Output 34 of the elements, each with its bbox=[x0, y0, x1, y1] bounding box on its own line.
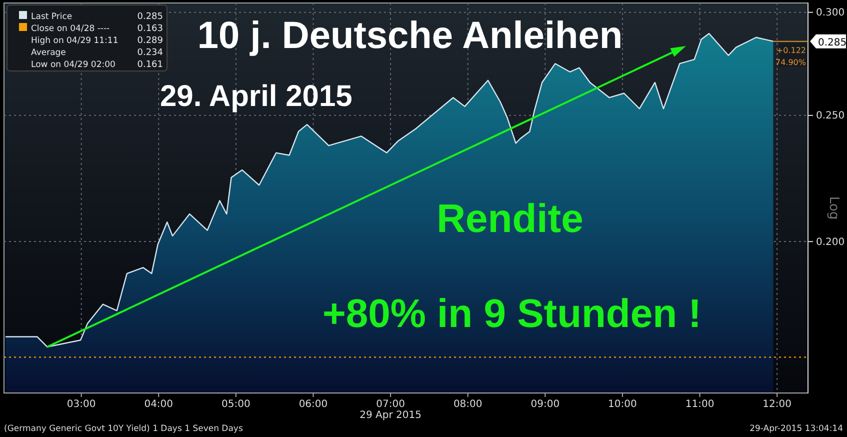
x-axis-title: 29 Apr 2015 bbox=[360, 410, 422, 421]
annotation: Average bbox=[31, 48, 66, 58]
y-tick-label: 0.200 bbox=[816, 236, 845, 248]
y-tick-label: 0.300 bbox=[816, 8, 845, 19]
annotation: 0.289 bbox=[137, 36, 164, 46]
x-tick-label: 10:00 bbox=[608, 399, 637, 410]
chart-title: 10 j. Deutsche Anleihen bbox=[197, 15, 623, 57]
annotation: Low on 04/29 02:00 bbox=[31, 60, 116, 70]
x-tick-label: 12:00 bbox=[762, 399, 792, 410]
x-tick-label: 06:00 bbox=[298, 399, 328, 410]
annotation: 0.285 bbox=[137, 12, 163, 22]
annotation: 0.163 bbox=[137, 24, 163, 34]
annotation: 0.234 bbox=[137, 48, 164, 58]
text: 29. April 2015 bbox=[160, 80, 352, 113]
text: 0.285 bbox=[818, 37, 847, 48]
annotation: Close on 04/28 ---- bbox=[31, 24, 110, 34]
x-tick-label: 04:00 bbox=[144, 399, 174, 410]
x-tick-label: 08:00 bbox=[453, 399, 482, 410]
annotation: 0.161 bbox=[137, 60, 163, 70]
annotation: +80% in 9 Stunden ! bbox=[322, 292, 702, 336]
text: Log bbox=[826, 196, 841, 220]
annotation: High on 04/29 11:11 bbox=[31, 36, 118, 46]
legend-label: Last Price bbox=[31, 12, 72, 22]
text: (Germany Generic Govt 10Y Yield) 1 Days 1 Seven Days bbox=[4, 424, 244, 434]
x-tick-label: 09:00 bbox=[530, 399, 560, 410]
x-tick-label: 07:00 bbox=[376, 399, 405, 410]
x-tick-label: 03:00 bbox=[66, 399, 96, 410]
x-tick-label: 05:00 bbox=[222, 399, 250, 410]
annotation: Rendite bbox=[436, 197, 584, 241]
annotation: +0.122 bbox=[776, 46, 806, 55]
x-tick-label: 11:00 bbox=[685, 399, 714, 410]
annotation: 74.90% bbox=[775, 58, 806, 67]
y-tick-label: 0.250 bbox=[816, 110, 845, 122]
text: 29-Apr-2015 13:04:14 bbox=[750, 424, 843, 434]
